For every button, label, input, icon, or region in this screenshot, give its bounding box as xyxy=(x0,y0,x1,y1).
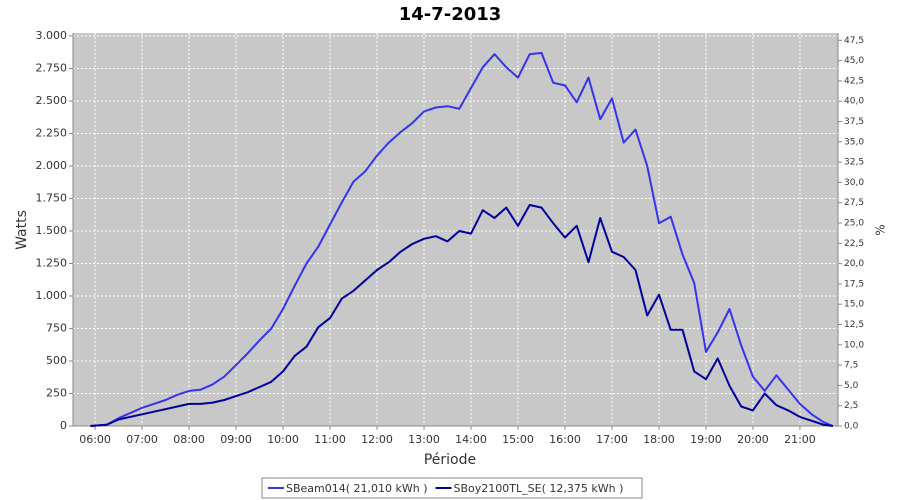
y2-tick-label: 22,5 xyxy=(844,239,864,249)
y2-tick-label: 15,0 xyxy=(844,300,864,310)
x-tick-label: 07:00 xyxy=(126,433,158,446)
legend-label: SBeam014( 21,010 kWh ) xyxy=(286,482,428,495)
y2-tick-label: 25,0 xyxy=(844,219,864,229)
x-axis-label: Période xyxy=(424,452,476,468)
x-tick-label: 10:00 xyxy=(267,433,299,446)
x-tick-label: 15:00 xyxy=(502,433,534,446)
x-tick-label: 20:00 xyxy=(737,433,769,446)
plot-area xyxy=(73,33,838,426)
y2-tick-label: 12,5 xyxy=(844,320,864,330)
y2-tick-label: 35,0 xyxy=(844,137,864,147)
y2-tick-label: 40,0 xyxy=(844,97,864,107)
y2-tick-label: 2,5 xyxy=(844,401,858,411)
y2-tick-label: 37,5 xyxy=(844,117,864,127)
y2-tick-label: 30,0 xyxy=(844,178,864,188)
series-line xyxy=(90,51,834,427)
y2-tick-label: 47,5 xyxy=(844,36,864,46)
y-tick-label: 1.500 xyxy=(36,224,68,237)
y2-tick-label: 42,5 xyxy=(844,76,864,86)
y-tick-label: 500 xyxy=(46,354,67,367)
y2-tick-label: 27,5 xyxy=(844,198,864,208)
y2-tick-label: 17,5 xyxy=(844,279,864,289)
y-axis-label: Watts xyxy=(14,210,30,250)
x-tick-label: 21:00 xyxy=(784,433,816,446)
y-tick-label: 2.250 xyxy=(36,126,68,139)
x-tick-label: 16:00 xyxy=(549,433,581,446)
y2-axis-label: % xyxy=(874,224,888,235)
x-tick-label: 19:00 xyxy=(690,433,722,446)
y-tick-label: 1.750 xyxy=(36,191,68,204)
y2-tick-label: 20,0 xyxy=(844,259,864,269)
y-tick-label: 250 xyxy=(46,386,67,399)
x-tick-label: 09:00 xyxy=(220,433,252,446)
y-tick-label: 750 xyxy=(46,321,67,334)
y-tick-label: 1.250 xyxy=(36,256,68,269)
x-tick-label: 17:00 xyxy=(596,433,628,446)
y-tick-label: 2.500 xyxy=(36,94,68,107)
x-tick-label: 11:00 xyxy=(314,433,346,446)
y-tick-label: 3.000 xyxy=(36,29,68,42)
legend-box xyxy=(261,477,643,499)
y2-tick-label: 32,5 xyxy=(844,158,864,168)
y2-tick-label: 10,0 xyxy=(844,340,864,350)
x-tick-label: 18:00 xyxy=(643,433,675,446)
y2-tick-label: 5,0 xyxy=(844,381,859,391)
chart-title: 14-7-2013 xyxy=(399,4,502,25)
y2-tick-label: 45,0 xyxy=(844,56,864,66)
x-tick-label: 13:00 xyxy=(408,433,440,446)
y-tick-label: 0 xyxy=(60,419,67,432)
x-tick-label: 08:00 xyxy=(173,433,205,446)
x-tick-label: 06:00 xyxy=(79,433,111,446)
y2-tick-label: 7,5 xyxy=(844,361,858,371)
x-tick-label: 12:00 xyxy=(361,433,393,446)
legend-label: SBoy2100TL_SE( 12,375 kWh ) xyxy=(454,482,624,495)
y-tick-label: 1.000 xyxy=(36,289,68,302)
y-tick-label: 2.750 xyxy=(36,61,68,74)
series-line xyxy=(90,204,833,427)
x-tick-label: 14:00 xyxy=(455,433,487,446)
y-tick-label: 2.000 xyxy=(36,159,68,172)
y2-tick-label: 0,0 xyxy=(844,422,859,432)
